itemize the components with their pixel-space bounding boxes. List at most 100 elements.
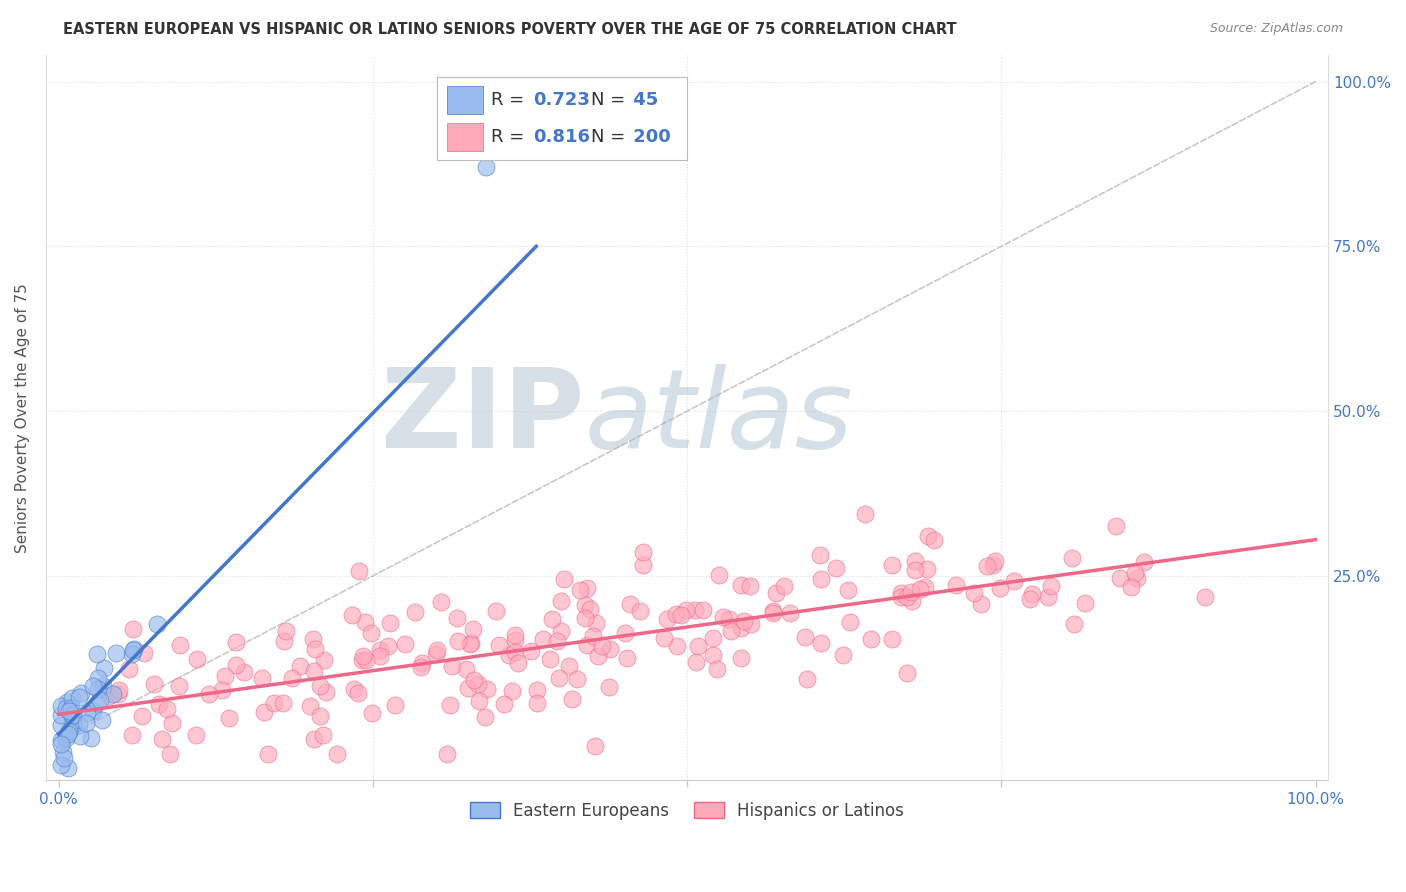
Text: EASTERN EUROPEAN VS HISPANIC OR LATINO SENIORS POVERTY OVER THE AGE OF 75 CORREL: EASTERN EUROPEAN VS HISPANIC OR LATINO S… bbox=[63, 22, 957, 37]
Point bbox=[62, 707, 84, 722]
Point bbox=[384, 698, 406, 712]
Point bbox=[860, 632, 883, 647]
Point bbox=[628, 604, 651, 618]
Point bbox=[984, 554, 1007, 568]
Point bbox=[720, 624, 742, 639]
Point bbox=[685, 655, 707, 669]
Point bbox=[498, 648, 520, 662]
Point bbox=[765, 586, 787, 600]
Point bbox=[945, 578, 967, 592]
Point bbox=[531, 632, 554, 646]
Point bbox=[253, 705, 276, 719]
Point bbox=[69, 685, 91, 699]
Point bbox=[233, 665, 256, 680]
Point bbox=[370, 648, 392, 663]
Point bbox=[218, 711, 240, 725]
Point bbox=[315, 685, 337, 699]
Point bbox=[591, 639, 613, 653]
Point bbox=[51, 698, 73, 713]
Point bbox=[730, 621, 752, 635]
Point bbox=[503, 633, 526, 648]
Point bbox=[51, 718, 73, 732]
Point bbox=[304, 641, 326, 656]
Point bbox=[356, 653, 378, 667]
Point bbox=[82, 679, 104, 693]
Point bbox=[882, 558, 904, 572]
Point bbox=[1133, 555, 1156, 569]
Point bbox=[225, 635, 247, 649]
Point bbox=[550, 594, 572, 608]
Point bbox=[546, 634, 568, 648]
Point bbox=[548, 671, 571, 685]
Point bbox=[810, 636, 832, 650]
Point bbox=[762, 606, 785, 620]
Point bbox=[631, 558, 654, 572]
Point bbox=[963, 586, 986, 600]
Point bbox=[131, 709, 153, 723]
Text: N =: N = bbox=[591, 128, 626, 146]
Point bbox=[832, 648, 855, 663]
Point bbox=[762, 604, 785, 618]
Point bbox=[143, 676, 166, 690]
Text: Source: ZipAtlas.com: Source: ZipAtlas.com bbox=[1209, 22, 1343, 36]
Text: ZIP: ZIP bbox=[381, 364, 585, 471]
Point bbox=[360, 706, 382, 720]
Point bbox=[91, 713, 114, 727]
Point bbox=[458, 637, 481, 651]
Point bbox=[426, 642, 449, 657]
Point bbox=[475, 160, 498, 174]
Point bbox=[67, 717, 90, 731]
Point bbox=[561, 691, 583, 706]
Point bbox=[917, 562, 939, 576]
Point bbox=[890, 590, 912, 604]
Point bbox=[1021, 587, 1043, 601]
Point bbox=[97, 689, 120, 703]
Point bbox=[730, 578, 752, 592]
Point bbox=[565, 672, 588, 686]
Point bbox=[404, 605, 426, 619]
Point bbox=[298, 699, 321, 714]
Point bbox=[59, 722, 82, 736]
Point bbox=[56, 727, 79, 741]
Point bbox=[118, 662, 141, 676]
Point bbox=[463, 622, 485, 636]
FancyBboxPatch shape bbox=[447, 87, 484, 114]
Point bbox=[488, 638, 510, 652]
FancyBboxPatch shape bbox=[437, 77, 688, 161]
Point bbox=[169, 679, 191, 693]
Text: 0.723: 0.723 bbox=[533, 91, 591, 109]
Point bbox=[541, 612, 564, 626]
Point bbox=[1104, 518, 1126, 533]
Point bbox=[80, 731, 103, 745]
Point bbox=[82, 704, 104, 718]
Point bbox=[633, 545, 655, 559]
Point bbox=[274, 624, 297, 638]
Point bbox=[675, 603, 697, 617]
Point bbox=[613, 626, 636, 640]
Point bbox=[425, 647, 447, 661]
Point bbox=[1119, 580, 1142, 594]
Point bbox=[581, 629, 603, 643]
Point bbox=[380, 616, 402, 631]
Point bbox=[503, 628, 526, 642]
Point bbox=[503, 645, 526, 659]
Point bbox=[62, 717, 84, 731]
Point bbox=[853, 507, 876, 521]
Point bbox=[808, 548, 831, 562]
Point bbox=[988, 581, 1011, 595]
Point bbox=[122, 622, 145, 636]
Point bbox=[132, 646, 155, 660]
Point bbox=[508, 656, 530, 670]
Point bbox=[122, 642, 145, 657]
Point bbox=[568, 582, 591, 597]
Point bbox=[1018, 591, 1040, 606]
Point bbox=[1062, 550, 1084, 565]
Point bbox=[583, 739, 606, 753]
Point bbox=[368, 642, 391, 657]
Point bbox=[474, 710, 496, 724]
Point bbox=[616, 651, 638, 665]
Point bbox=[121, 728, 143, 742]
Point bbox=[257, 747, 280, 761]
Point bbox=[779, 606, 801, 620]
Point bbox=[58, 705, 80, 719]
